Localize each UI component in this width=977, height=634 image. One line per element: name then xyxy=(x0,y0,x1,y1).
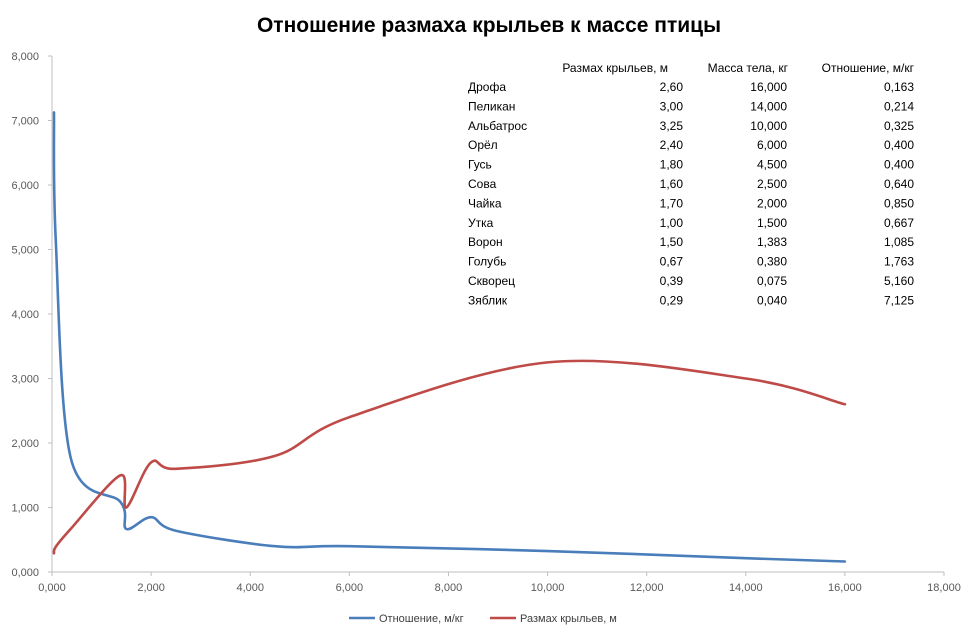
legend-label-2: Размах крыльев, м xyxy=(520,613,617,625)
table-cell: 0,39 xyxy=(660,274,684,288)
y-tick-label: 8,000 xyxy=(11,51,39,63)
x-tick-label: 18,000 xyxy=(927,582,961,594)
table-cell: 14,000 xyxy=(750,99,787,113)
table-header: Размах крыльев, м xyxy=(562,61,668,75)
table-cell: 2,000 xyxy=(757,196,787,210)
table-cell: 1,085 xyxy=(884,235,914,249)
x-tick-label: 2,000 xyxy=(137,582,165,594)
y-tick-label: 0,000 xyxy=(11,567,39,579)
table-row-label: Альбатрос xyxy=(468,119,527,133)
table-row-label: Сова xyxy=(468,177,497,191)
table-cell: 1,500 xyxy=(757,216,787,230)
legend-label-1: Отношение, м/кг xyxy=(379,613,464,625)
x-tick-label: 14,000 xyxy=(729,582,763,594)
y-tick-label: 2,000 xyxy=(11,438,39,450)
table-cell: 3,25 xyxy=(660,119,684,133)
series-layer xyxy=(52,111,847,563)
table-cell: 3,00 xyxy=(660,99,684,113)
table-cell: 0,850 xyxy=(884,196,914,210)
table-header: Масса тела, кг xyxy=(708,61,789,75)
x-tick-label: 0,000 xyxy=(38,582,66,594)
table-cell: 0,380 xyxy=(757,255,787,269)
y-tick-label: 4,000 xyxy=(11,309,39,321)
x-tick-label: 16,000 xyxy=(828,582,862,594)
table-cell: 6,000 xyxy=(757,138,787,152)
table-cell: 0,040 xyxy=(757,293,787,307)
legend: Отношение, м/кг Размах крыльев, м xyxy=(349,613,617,625)
table-header: Отношение, м/кг xyxy=(822,61,915,75)
table-cell: 0,400 xyxy=(884,138,914,152)
table-cell: 10,000 xyxy=(750,119,787,133)
axes: 0,000 2,000 4,000 6,000 8,000 10,000 12,000 14,… xyxy=(11,51,960,594)
y-tick-label: 1,000 xyxy=(11,503,39,515)
x-tick-label: 10,000 xyxy=(531,582,565,594)
table-row-label: Чайка xyxy=(468,196,502,210)
table-cell: 2,500 xyxy=(757,177,787,191)
table-row-label: Гусь xyxy=(468,158,492,172)
table-cell: 0,075 xyxy=(757,274,787,288)
table-row-label: Утка xyxy=(468,216,494,230)
x-tick-label: 6,000 xyxy=(336,582,364,594)
table-cell: 0,214 xyxy=(884,99,914,113)
table-row-label: Голубь xyxy=(468,255,506,269)
x-tick-label: 8,000 xyxy=(435,582,463,594)
table-cell: 16,000 xyxy=(750,80,787,94)
table-cell: 1,00 xyxy=(660,216,684,230)
table-cell: 0,400 xyxy=(884,158,914,172)
series-line-2 xyxy=(52,359,847,555)
table-cell: 5,160 xyxy=(884,274,914,288)
embedded-data-table: Размах крыльев, м Масса тела, кг Отношение… xyxy=(468,61,915,307)
chart-title: Отношение размаха крыльев к массе птицы xyxy=(257,14,721,37)
table-cell: 1,60 xyxy=(660,177,684,191)
table-row-label: Ворон xyxy=(468,235,503,249)
y-tick-label: 5,000 xyxy=(11,245,39,257)
table-cell: 7,125 xyxy=(884,293,914,307)
table-cell: 2,40 xyxy=(660,138,684,152)
y-tick-label: 7,000 xyxy=(11,116,39,128)
table-row-label: Орёл xyxy=(468,138,498,152)
table-row-label: Зяблик xyxy=(468,293,508,307)
table-cell: 0,29 xyxy=(660,293,684,307)
series-line-1 xyxy=(52,111,847,563)
table-cell: 1,383 xyxy=(757,235,787,249)
table-cell: 0,640 xyxy=(884,177,914,191)
table-cell: 0,67 xyxy=(660,255,684,269)
table-row-label: Пеликан xyxy=(468,99,515,113)
table-cell: 1,50 xyxy=(660,235,684,249)
table-cell: 1,70 xyxy=(660,196,684,210)
table-cell: 0,163 xyxy=(884,80,914,94)
y-tick-label: 6,000 xyxy=(11,180,39,192)
table-row-label: Скворец xyxy=(468,274,515,288)
table-cell: 1,80 xyxy=(660,158,684,172)
x-tick-label: 4,000 xyxy=(236,582,264,594)
table-row-label: Дрофа xyxy=(468,80,506,94)
table-cell: 2,60 xyxy=(660,80,684,94)
table-cell: 4,500 xyxy=(757,158,787,172)
y-tick-label: 3,000 xyxy=(11,374,39,386)
table-cell: 0,667 xyxy=(884,216,914,230)
table-cell: 1,763 xyxy=(884,255,914,269)
table-cell: 0,325 xyxy=(884,119,914,133)
x-tick-label: 12,000 xyxy=(630,582,664,594)
